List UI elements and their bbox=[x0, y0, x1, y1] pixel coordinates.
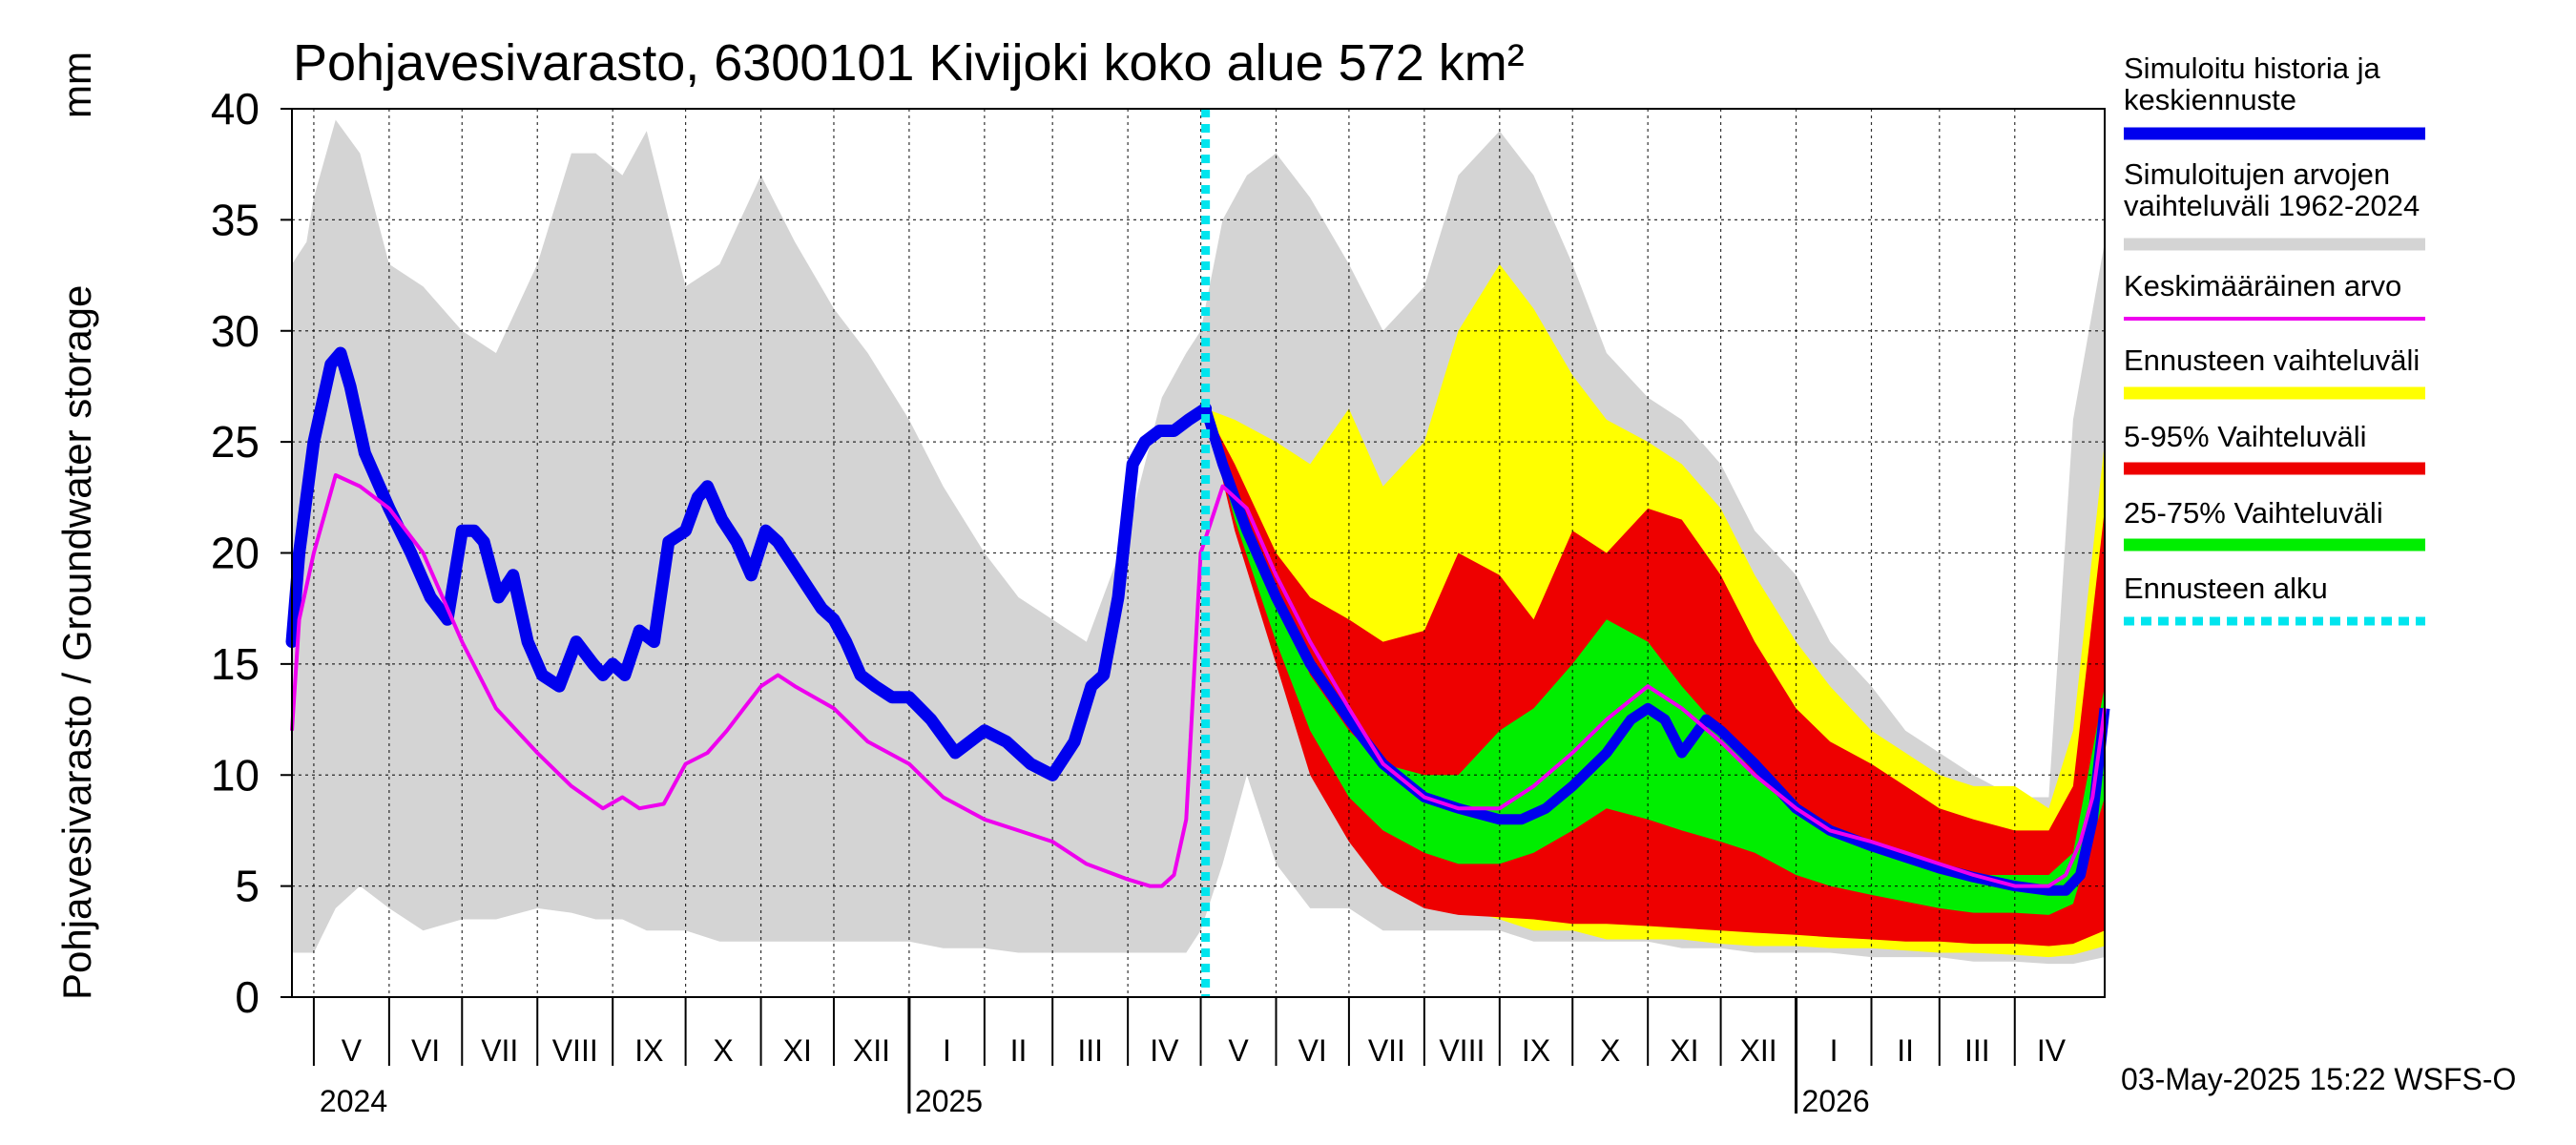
chart-title: Pohjavesivarasto, 6300101 Kivijoki koko … bbox=[293, 34, 1525, 92]
legend-label: 25-75% Vaihteluväli bbox=[2124, 496, 2383, 530]
month-label: II bbox=[1010, 1033, 1028, 1068]
legend-label-line: Ennusteen vaihteluväli bbox=[2124, 344, 2420, 377]
year-label: 2025 bbox=[915, 1084, 983, 1118]
month-label: VI bbox=[1298, 1033, 1327, 1068]
month-label: IX bbox=[1522, 1033, 1550, 1068]
mean-line bbox=[290, 473, 2107, 888]
y-tick-label: 40 bbox=[211, 84, 260, 134]
y-tick-label: 5 bbox=[235, 862, 260, 911]
band-layer bbox=[292, 119, 2105, 965]
month-label: IV bbox=[1150, 1033, 1179, 1068]
legend-label: Simuloitujen arvojen vaihteluväli 1962-20… bbox=[2124, 157, 2420, 222]
y-tick-label: 20 bbox=[211, 529, 260, 578]
month-label: X bbox=[713, 1033, 733, 1068]
legend-label: Keskimääräinen arvo bbox=[2124, 269, 2401, 302]
month-label: IX bbox=[634, 1033, 663, 1068]
legend-label-line: Simuloitu historia ja bbox=[2124, 52, 2381, 85]
month-label: VI bbox=[411, 1033, 440, 1068]
month-label: XI bbox=[783, 1033, 812, 1068]
y-tick-label: 10 bbox=[211, 750, 260, 800]
percentile-25-75-band bbox=[1205, 408, 2105, 915]
legend-label-line: 25-75% Vaihteluväli bbox=[2124, 496, 2383, 530]
legend-label-line: 5-95% Vaihteluväli bbox=[2124, 420, 2366, 453]
legend-label-line: Ennusteen alku bbox=[2124, 572, 2328, 605]
line-layer bbox=[285, 109, 2110, 997]
history-line bbox=[285, 346, 1213, 781]
legend: Simuloitu historia ja keskiennusteSimuloi… bbox=[2124, 52, 2425, 626]
legend-label: Ennusteen vaihteluväli bbox=[2124, 344, 2420, 377]
month-label: VII bbox=[481, 1033, 518, 1068]
month-label: XII bbox=[1740, 1033, 1777, 1068]
y-axis-unit: mm bbox=[54, 52, 99, 118]
y-tick-label: 15 bbox=[211, 639, 260, 689]
grid-layer bbox=[292, 109, 2105, 997]
month-label: I bbox=[943, 1033, 951, 1068]
year-label: 2026 bbox=[1802, 1084, 1870, 1118]
legend-label-line: vaihteluväli 1962-2024 bbox=[2124, 189, 2420, 222]
legend-label-line: keskiennuste bbox=[2124, 83, 2296, 116]
month-label: V bbox=[1228, 1033, 1249, 1068]
legend-label-line: Keskimääräinen arvo bbox=[2124, 269, 2401, 302]
y-axis-label: Pohjavesivarasto / Groundwater storage bbox=[54, 285, 99, 1000]
timestamp: 03-May-2025 15:22 WSFS-O bbox=[2121, 1062, 2516, 1096]
month-label: V bbox=[342, 1033, 363, 1068]
legend-label-line: Simuloitujen arvojen bbox=[2124, 157, 2390, 191]
month-label: XI bbox=[1670, 1033, 1698, 1068]
month-label: IV bbox=[2037, 1033, 2067, 1068]
y-tick-label: 25 bbox=[211, 417, 260, 467]
month-label: III bbox=[1077, 1033, 1103, 1068]
month-label: VII bbox=[1368, 1033, 1405, 1068]
legend-label: Ennusteen alku bbox=[2124, 572, 2328, 605]
y-tick-label: 35 bbox=[211, 195, 260, 244]
month-label: X bbox=[1600, 1033, 1620, 1068]
month-label: I bbox=[1830, 1033, 1839, 1068]
legend-label: 5-95% Vaihteluväli bbox=[2124, 420, 2366, 453]
year-label: 2024 bbox=[320, 1084, 387, 1118]
y-tick-label: 0 bbox=[235, 972, 260, 1022]
month-label: II bbox=[1897, 1033, 1914, 1068]
month-label: VIII bbox=[552, 1033, 598, 1068]
month-label: XII bbox=[853, 1033, 890, 1068]
y-tick-label: 30 bbox=[211, 306, 260, 356]
month-label: III bbox=[1964, 1033, 1990, 1068]
legend-label: Simuloitu historia ja keskiennuste bbox=[2124, 52, 2381, 116]
month-label: VIII bbox=[1439, 1033, 1485, 1068]
